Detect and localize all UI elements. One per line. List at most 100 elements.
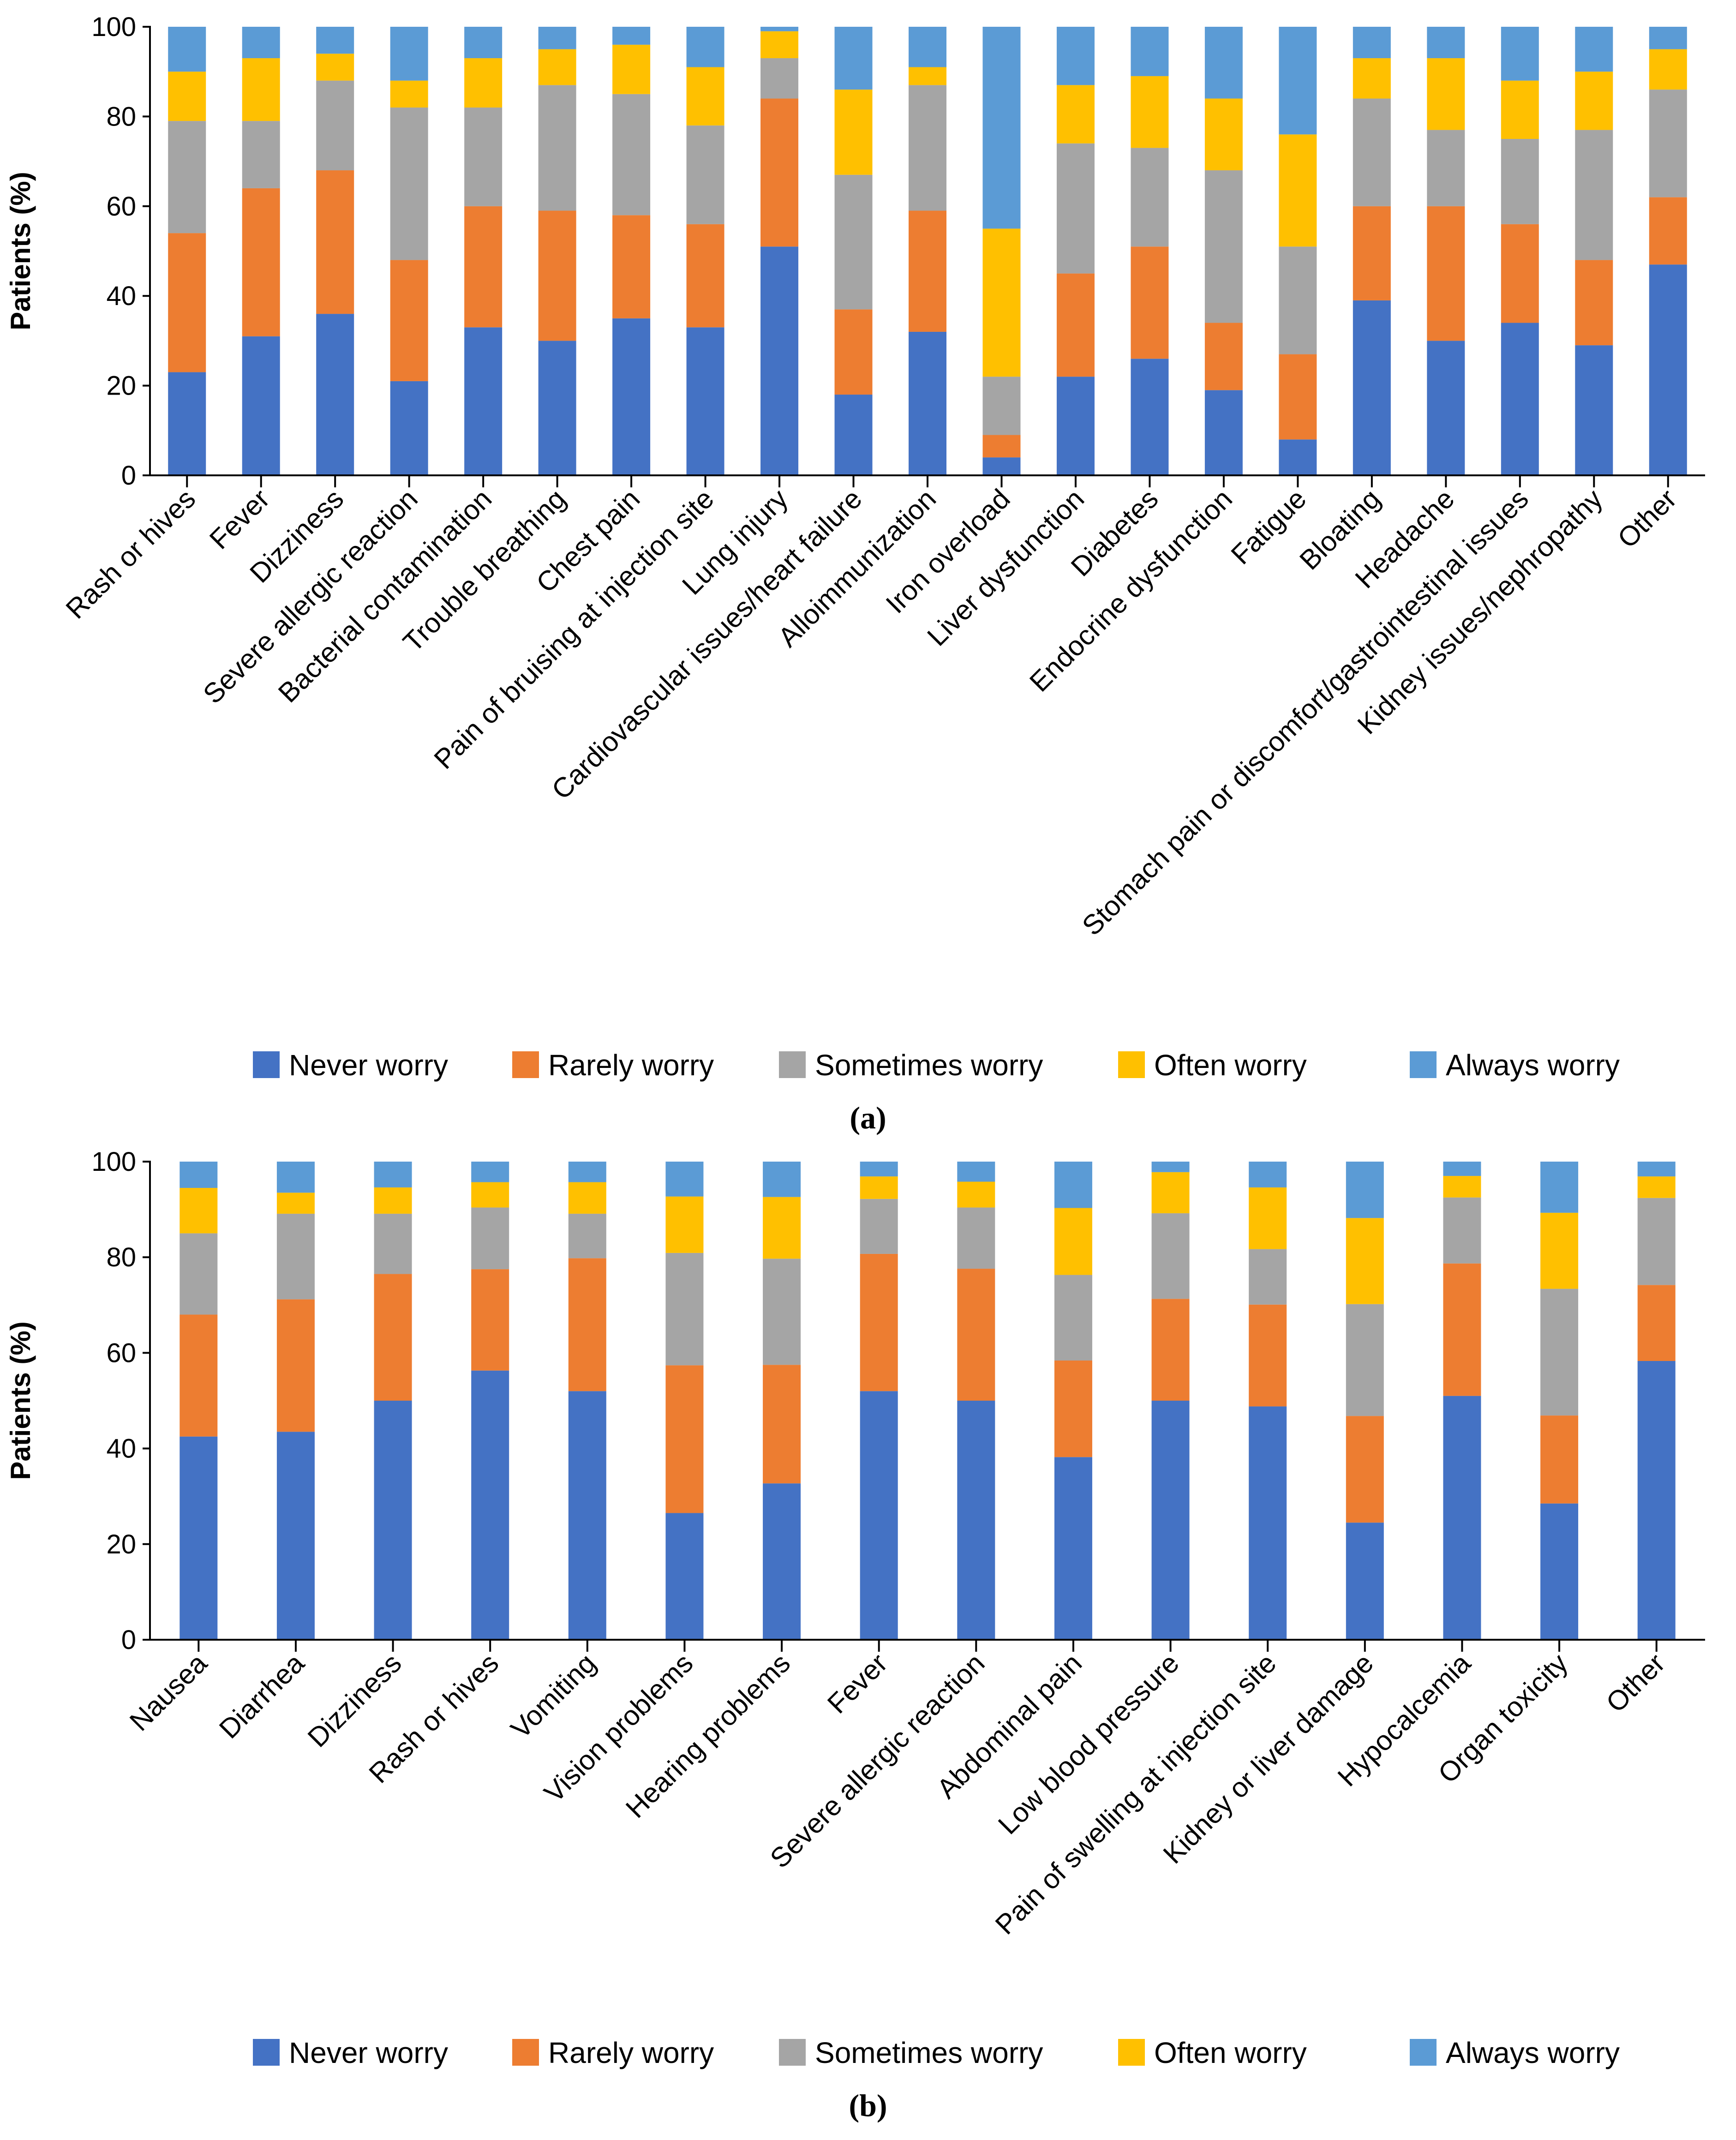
y-tick-label: 20 xyxy=(106,371,136,401)
bar-segment xyxy=(374,1213,412,1274)
bar-segment xyxy=(276,1299,315,1432)
bar-segment xyxy=(168,121,206,234)
bar-segment xyxy=(1054,1457,1092,1640)
legend-label: Rarely worry xyxy=(548,2036,714,2069)
bar-segment xyxy=(860,1162,898,1177)
bar-segment xyxy=(1443,1396,1481,1640)
bar-segment xyxy=(390,260,428,381)
y-tick-label: 40 xyxy=(106,281,136,311)
bar-segment xyxy=(1056,273,1095,377)
bar-segment xyxy=(471,1269,509,1371)
bar-segment xyxy=(1575,130,1613,260)
bar-segment xyxy=(568,1258,606,1391)
bar-segment xyxy=(860,1176,898,1199)
bar-segment xyxy=(538,341,576,475)
bar-segment xyxy=(686,224,724,328)
bar-segment xyxy=(1637,1162,1676,1177)
bar-segment xyxy=(612,27,651,45)
bar-segment xyxy=(982,228,1021,377)
bar-segment xyxy=(1204,27,1243,99)
bar-segment xyxy=(242,58,280,121)
bar-segment xyxy=(1427,206,1465,341)
y-tick-label: 40 xyxy=(106,1434,136,1464)
bar-segment xyxy=(760,31,799,59)
legend-swatch xyxy=(253,1051,280,1078)
bar-segment xyxy=(316,54,354,81)
bar-segment xyxy=(834,309,873,395)
bar-segment xyxy=(1151,1401,1190,1640)
legend-swatch xyxy=(253,2039,280,2066)
bar-segment xyxy=(760,58,799,99)
bar-segment xyxy=(1346,1304,1384,1416)
bar-segment xyxy=(390,381,428,475)
x-tick-label: Rash or hives xyxy=(60,483,202,625)
bar-segment xyxy=(982,27,1021,229)
bar-segment xyxy=(834,395,873,475)
bar-segment xyxy=(464,58,503,108)
panel-caption: (b) xyxy=(849,2088,887,2123)
bar-segment xyxy=(957,1269,995,1401)
bar-segment xyxy=(1443,1162,1481,1176)
bar-segment xyxy=(834,174,873,310)
x-tick-label: Fever xyxy=(821,1648,893,1720)
bar-segment xyxy=(665,1253,704,1366)
legend-swatch xyxy=(779,1051,806,1078)
bar-segment xyxy=(1249,1187,1287,1249)
y-axis-title: Patients (%) xyxy=(5,1321,36,1480)
bar-segment xyxy=(1346,1162,1384,1218)
legend-swatch xyxy=(1410,1051,1437,1078)
bar-segment xyxy=(180,1436,218,1640)
bar-segment xyxy=(1346,1523,1384,1640)
bar-segment xyxy=(665,1513,704,1640)
bar-segment xyxy=(1151,1162,1190,1172)
bar-segment xyxy=(1649,27,1687,49)
legend-label: Always worry xyxy=(1446,2036,1620,2069)
legend: Never worry Rarely worry Sometimes worry Of… xyxy=(253,2036,1620,2069)
bar-segment xyxy=(316,27,354,54)
bar-segment xyxy=(1637,1176,1676,1198)
bar-segment xyxy=(390,80,428,108)
bar-segment xyxy=(276,1432,315,1640)
bar-segment xyxy=(242,121,280,188)
legend-label: Often worry xyxy=(1154,2036,1307,2069)
bar-segment xyxy=(665,1196,704,1253)
bar-segment xyxy=(374,1274,412,1401)
bar-segment xyxy=(982,435,1021,458)
bar-segment xyxy=(1443,1176,1481,1198)
bar-segment xyxy=(568,1182,606,1214)
x-tick-label: Other xyxy=(1600,1648,1670,1718)
bar-segment xyxy=(1131,76,1169,148)
y-tick-label: 0 xyxy=(121,1625,136,1655)
bar-segment xyxy=(374,1187,412,1214)
bar-segment xyxy=(1353,98,1391,206)
bar-segment xyxy=(168,72,206,121)
bar-segment xyxy=(1353,27,1391,59)
bar-segment xyxy=(1443,1263,1481,1396)
bar-segment xyxy=(471,1370,509,1640)
bar-segment xyxy=(686,67,724,126)
legend-label: Rarely worry xyxy=(548,1049,714,1082)
bar-segment xyxy=(1427,27,1465,59)
bar-segment xyxy=(1501,139,1539,224)
x-tick-label: Diarrhea xyxy=(213,1647,311,1744)
bar-segment xyxy=(1056,377,1095,475)
bar-segment xyxy=(538,49,576,85)
bar-segment xyxy=(612,94,651,216)
bar-segment xyxy=(1151,1213,1190,1299)
bar-segment xyxy=(1501,323,1539,475)
bar-segment xyxy=(686,327,724,475)
bar-segment xyxy=(316,314,354,475)
bar-segment xyxy=(1649,264,1687,475)
bar-segment xyxy=(860,1199,898,1254)
bar-segment xyxy=(1649,90,1687,198)
x-tick-label: Other xyxy=(1611,483,1682,554)
bar-segment xyxy=(180,1233,218,1315)
bar-segment xyxy=(834,27,873,90)
bar-segment xyxy=(180,1314,218,1437)
bar-segment xyxy=(316,170,354,314)
y-tick-label: 80 xyxy=(106,102,136,132)
bar-segment xyxy=(1204,323,1243,390)
x-tick-label: Dizziness xyxy=(302,1648,407,1753)
bar-segment xyxy=(180,1162,218,1188)
